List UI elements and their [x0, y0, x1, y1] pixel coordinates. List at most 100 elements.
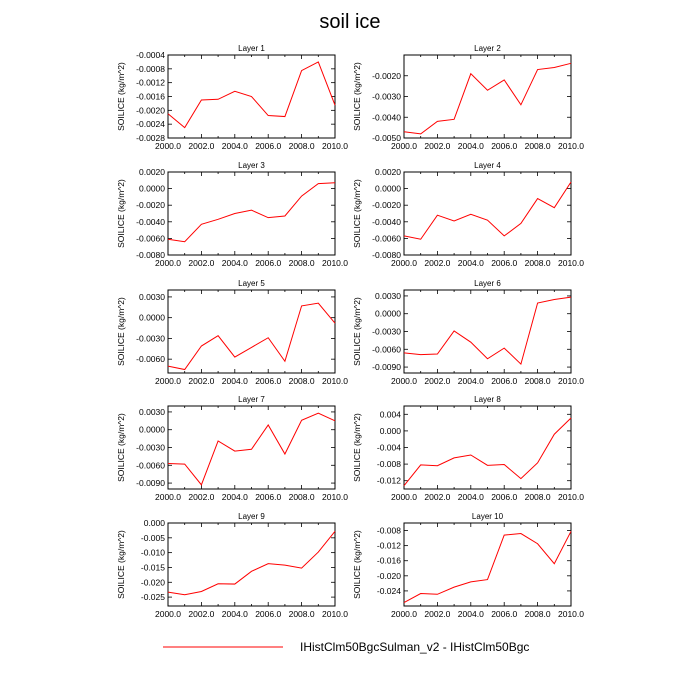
figure-title: soil ice [319, 11, 380, 33]
x-tick-label: 2006.0 [491, 258, 517, 268]
x-tick-label: 2002.0 [424, 258, 450, 268]
x-tick-label: 2000.0 [155, 141, 181, 151]
x-tick-label: 2006.0 [255, 609, 281, 619]
x-tick-label: 2006.0 [255, 141, 281, 151]
y-axis-label: SOILICE (kg/m^2) [116, 530, 126, 599]
x-tick-label: 2004.0 [222, 141, 248, 151]
y-tick-label: 0.0000 [375, 184, 401, 194]
panel-title: Layer 9 [238, 512, 265, 521]
panel-layer-9: Layer 9 2000.0 2002.0 2004.0 2006.0 2008.0 201… [116, 512, 348, 619]
panel-title: Layer 8 [474, 395, 501, 404]
x-tick-label: 2008.0 [289, 492, 315, 502]
x-tick-label: 2004.0 [222, 376, 248, 386]
y-tick-label: -0.0080 [136, 250, 165, 260]
y-axis-label: SOILICE (kg/m^2) [352, 413, 362, 482]
y-tick-label: 0.000 [380, 426, 402, 436]
plot-frame [167, 171, 336, 256]
y-tick-label: 0.000 [144, 518, 166, 528]
y-tick-label: -0.0028 [136, 133, 165, 143]
y-tick-label: -0.008 [377, 526, 401, 536]
y-tick-label: -0.0024 [136, 119, 165, 129]
y-tick-label: -0.0090 [136, 478, 165, 488]
x-tick-label: 2008.0 [525, 258, 551, 268]
x-tick-label: 2004.0 [222, 492, 248, 502]
panel-title: Layer 6 [474, 279, 501, 288]
x-tick-label: 2004.0 [222, 609, 248, 619]
y-axis-label: SOILICE (kg/m^2) [352, 179, 362, 248]
x-tick-label: 2004.0 [458, 376, 484, 386]
x-tick-label: 2006.0 [491, 141, 517, 151]
legend: IHistClm50BgcSulman_v2 - IHistClm50Bgc [163, 640, 529, 654]
panel-layer-6: Layer 6 2000.0 2002.0 2004.0 2006.0 2008.0 201… [352, 279, 584, 386]
y-tick-label: -0.025 [141, 592, 165, 602]
x-tick-label: 2010.0 [558, 376, 584, 386]
x-tick-label: 2002.0 [424, 492, 450, 502]
panel-title: Layer 10 [472, 512, 504, 521]
y-tick-label: 0.0020 [375, 167, 401, 177]
y-tick-label: -0.0060 [136, 460, 165, 470]
y-tick-label: -0.004 [377, 443, 401, 453]
series-line-layer-6 [403, 296, 572, 366]
x-tick-label: 2008.0 [525, 376, 551, 386]
x-tick-label: 2002.0 [188, 376, 214, 386]
x-tick-label: 2000.0 [391, 492, 417, 502]
x-tick-label: 2004.0 [458, 141, 484, 151]
x-tick-label: 2002.0 [188, 609, 214, 619]
panel-layer-1: Layer 1 2000.0 2002.0 2004.0 2006.0 2008.0 201… [116, 44, 348, 151]
y-axis-label: SOILICE (kg/m^2) [116, 297, 126, 366]
y-tick-label: -0.020 [141, 577, 165, 587]
x-tick-label: 2010.0 [322, 492, 348, 502]
panel-title: Layer 3 [238, 161, 265, 170]
y-tick-label: -0.010 [141, 548, 165, 558]
x-tick-label: 2002.0 [188, 492, 214, 502]
y-axis-label: SOILICE (kg/m^2) [116, 413, 126, 482]
y-tick-label: -0.0030 [136, 443, 165, 453]
x-tick-label: 2006.0 [491, 376, 517, 386]
x-tick-label: 2008.0 [525, 141, 551, 151]
y-tick-label: 0.0030 [375, 291, 401, 301]
panel-title: Layer 7 [238, 395, 265, 404]
y-axis-label: SOILICE (kg/m^2) [116, 179, 126, 248]
panel-title: Layer 4 [474, 161, 501, 170]
y-tick-label: -0.0040 [136, 217, 165, 227]
x-tick-label: 2010.0 [322, 141, 348, 151]
x-tick-label: 2010.0 [322, 609, 348, 619]
y-tick-label: -0.008 [377, 459, 401, 469]
panel-layer-8: Layer 8 2000.0 2002.0 2004.0 2006.0 2008.0 201… [352, 395, 584, 502]
y-tick-label: -0.0060 [136, 354, 165, 364]
y-tick-label: -0.0080 [372, 250, 401, 260]
panel-title: Layer 5 [238, 279, 265, 288]
series-line-layer-1 [167, 61, 336, 129]
y-tick-label: -0.024 [377, 586, 401, 596]
plot-frame [167, 289, 336, 374]
panel-layer-5: Layer 5 2000.0 2002.0 2004.0 2006.0 2008.0 201… [116, 279, 348, 386]
x-tick-label: 2010.0 [322, 376, 348, 386]
x-tick-label: 2000.0 [155, 376, 181, 386]
x-tick-label: 2010.0 [322, 258, 348, 268]
y-tick-label: 0.0000 [139, 425, 165, 435]
x-tick-label: 2006.0 [255, 258, 281, 268]
y-axis-label: SOILICE (kg/m^2) [116, 62, 126, 131]
x-tick-label: 2000.0 [391, 141, 417, 151]
x-tick-label: 2006.0 [255, 492, 281, 502]
y-tick-label: 0.0000 [139, 313, 165, 323]
y-tick-label: 0.0030 [139, 407, 165, 417]
plot-frame [403, 54, 572, 139]
x-tick-label: 2004.0 [458, 258, 484, 268]
x-tick-label: 2010.0 [558, 141, 584, 151]
y-tick-label: -0.015 [141, 562, 165, 572]
plot-frame [403, 171, 572, 256]
x-tick-label: 2000.0 [155, 492, 181, 502]
x-tick-label: 2000.0 [391, 609, 417, 619]
y-tick-label: -0.0060 [372, 233, 401, 243]
y-tick-label: -0.0060 [372, 344, 401, 354]
x-tick-label: 2004.0 [458, 609, 484, 619]
y-tick-label: -0.005 [141, 533, 165, 543]
y-tick-label: -0.012 [377, 541, 401, 551]
y-tick-label: -0.0030 [372, 92, 401, 102]
x-tick-label: 2000.0 [391, 376, 417, 386]
y-tick-label: -0.012 [377, 476, 401, 486]
y-tick-label: -0.016 [377, 556, 401, 566]
x-tick-label: 2006.0 [491, 609, 517, 619]
series-line-layer-8 [403, 417, 572, 486]
